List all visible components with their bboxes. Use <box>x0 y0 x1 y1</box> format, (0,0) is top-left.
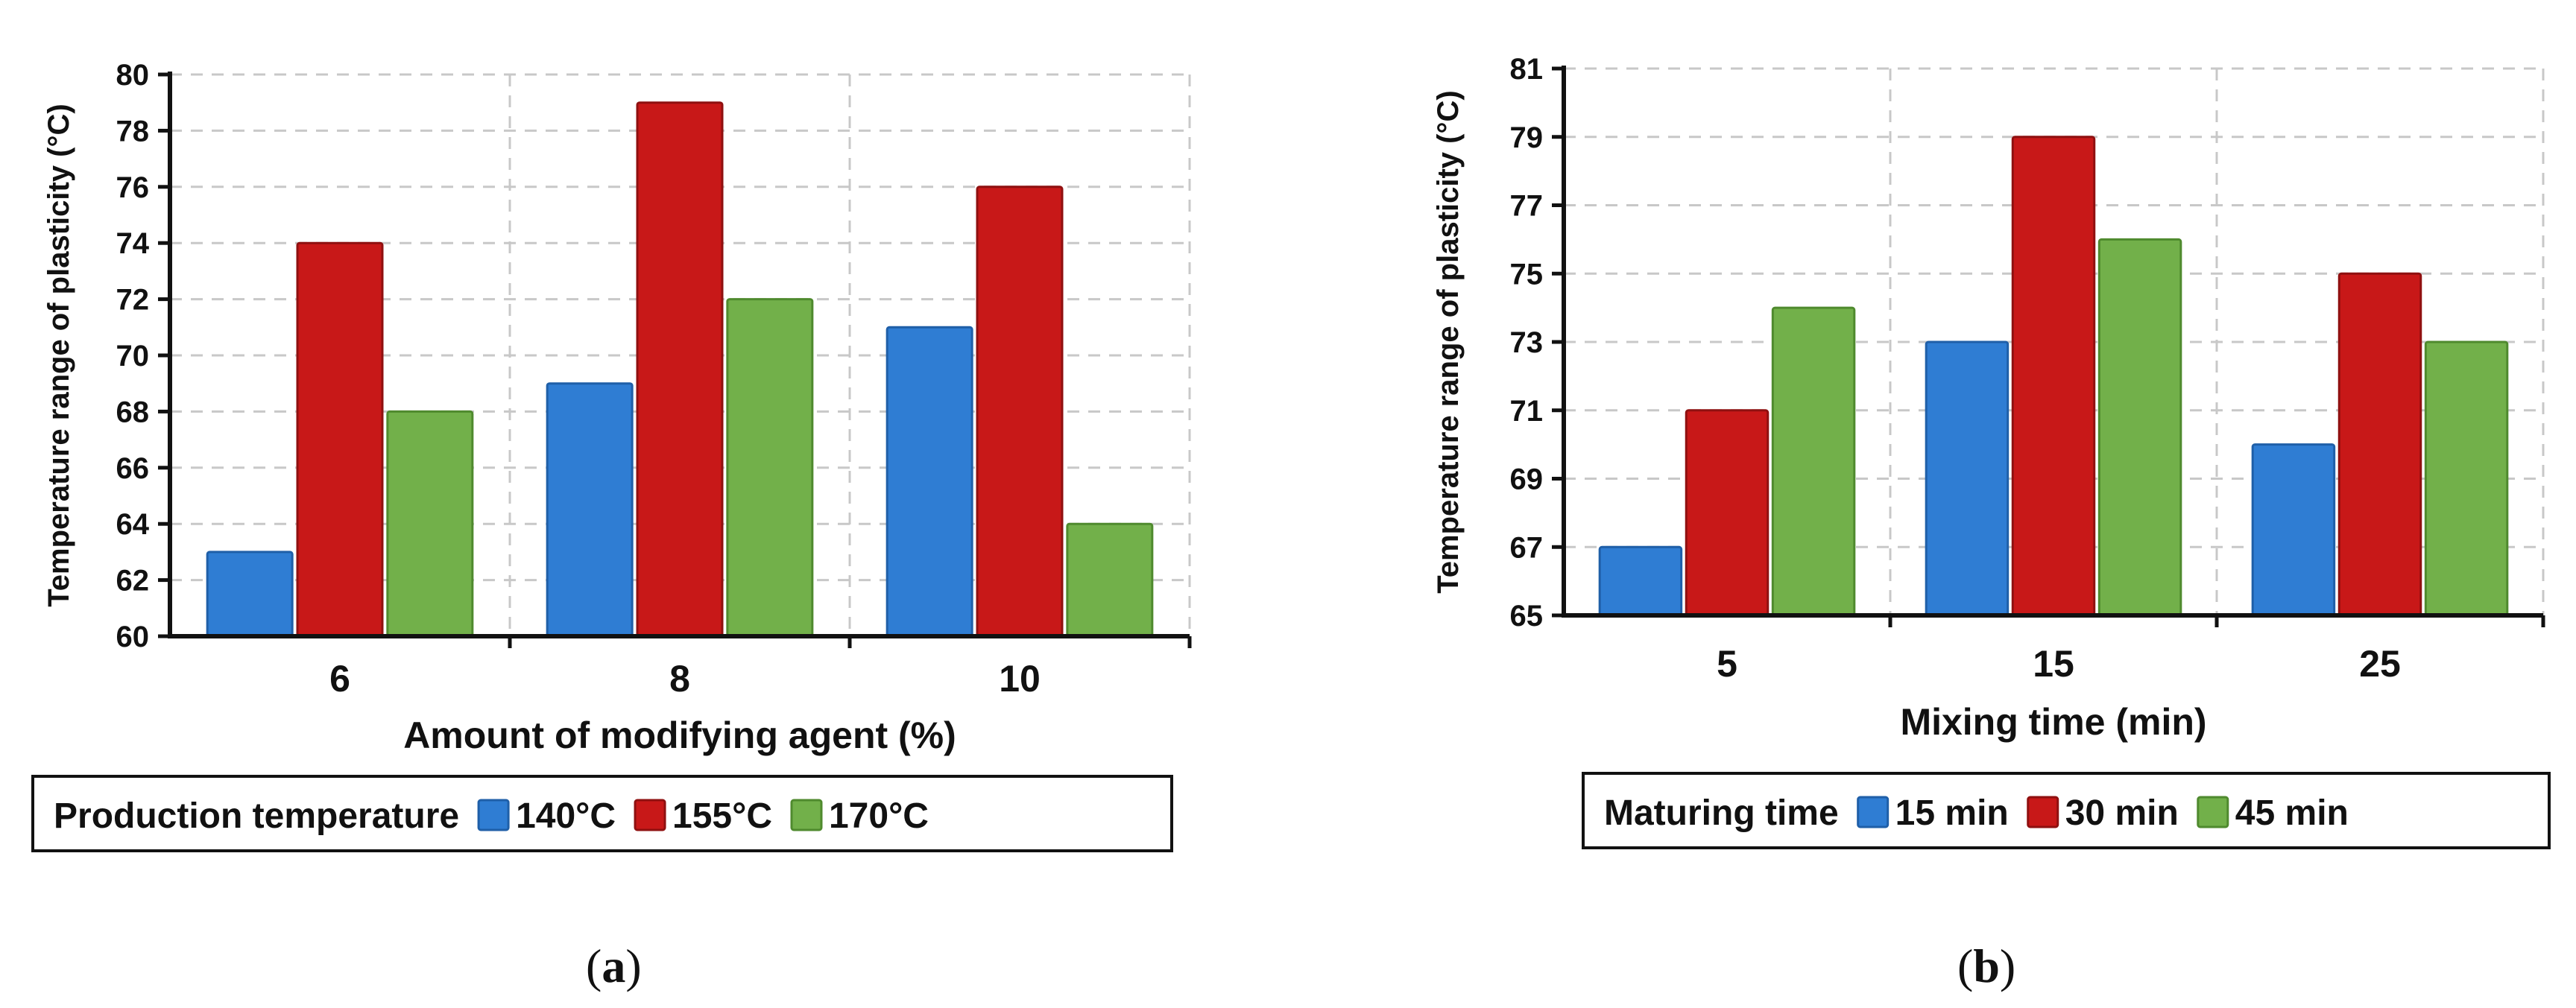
category-label-a-8: 8 <box>669 658 690 700</box>
bar-b-5-2 <box>1772 308 1854 615</box>
bar-a-8-0 <box>547 384 632 636</box>
legend-swatch-a-0 <box>479 800 508 830</box>
bar-b-15-1 <box>2012 137 2094 615</box>
bar-b-25-1 <box>2339 273 2421 615</box>
category-label-a-6: 6 <box>329 658 350 700</box>
category-label-a-10: 10 <box>999 658 1041 700</box>
bar-a-6-1 <box>297 243 382 636</box>
y-axis-title-a: Temperature range of plasticity (°C) <box>42 104 75 606</box>
ytick-label-a-60: 60 <box>116 621 150 653</box>
caption-b-label: b <box>1973 939 2000 992</box>
legend-swatch-a-2 <box>792 800 821 830</box>
bar-b-5-0 <box>1600 547 1682 615</box>
legend-label-b-1: 30 min <box>2065 793 2179 833</box>
ytick-label-a-80: 80 <box>116 59 150 92</box>
caption-b-open: ( <box>1957 939 1973 992</box>
caption-a-open: ( <box>586 939 602 992</box>
category-label-b-25: 25 <box>2359 643 2401 685</box>
ytick-label-b-77: 77 <box>1510 190 1544 223</box>
legend-title-a: Production temperature <box>54 796 459 836</box>
bar-a-8-1 <box>637 103 722 636</box>
ytick-label-b-79: 79 <box>1510 121 1544 154</box>
ytick-label-b-75: 75 <box>1510 258 1544 291</box>
ytick-label-b-65: 65 <box>1510 600 1544 633</box>
chart-b: 65 67 69 71 73 75 77 79 81 5 15 25 Temperature range… <box>1432 53 2549 848</box>
bar-a-8-2 <box>727 299 812 636</box>
legend-swatch-b-2 <box>2198 797 2228 827</box>
bar-b-25-2 <box>2425 342 2507 615</box>
caption-b-close: ) <box>2000 939 2015 992</box>
caption-b: (b) <box>1957 939 2015 994</box>
legend-b: Maturing time 15 min 30 min 45 min <box>1583 773 2549 848</box>
category-label-b-15: 15 <box>2033 643 2074 685</box>
bar-b-25-0 <box>2253 445 2334 615</box>
ytick-label-a-62: 62 <box>116 565 150 597</box>
ytick-label-b-67: 67 <box>1510 531 1544 564</box>
bar-b-15-0 <box>1926 342 2008 615</box>
x-axis-title-b: Mixing time (min) <box>1900 701 2206 743</box>
legend-swatch-a-1 <box>635 800 665 830</box>
legend-label-b-2: 45 min <box>2235 793 2349 833</box>
ytick-label-b-71: 71 <box>1510 395 1544 428</box>
ytick-label-a-78: 78 <box>116 115 150 148</box>
ytick-label-a-64: 64 <box>116 508 150 541</box>
legend-swatch-b-0 <box>1858 797 1888 827</box>
ytick-label-a-70: 70 <box>116 340 150 373</box>
ytick-label-a-74: 74 <box>116 227 150 260</box>
legend-label-b-0: 15 min <box>1895 793 2009 833</box>
bar-a-10-2 <box>1067 524 1152 636</box>
category-label-b-5: 5 <box>1717 643 1737 685</box>
caption-a: (a) <box>586 939 642 994</box>
bar-a-6-0 <box>207 552 292 636</box>
legend-label-a-0: 140°C <box>516 796 616 836</box>
ytick-label-b-81: 81 <box>1510 53 1544 86</box>
ytick-label-a-76: 76 <box>116 171 150 204</box>
x-axis-title-a: Amount of modifying agent (%) <box>403 714 956 756</box>
bar-a-10-1 <box>977 187 1062 636</box>
legend-title-b: Maturing time <box>1604 793 1839 833</box>
legend-a: Production temperature 140°C 155°C 170°C <box>33 776 1172 851</box>
y-axis-title-b: Temperature range of plasticity (°C) <box>1432 90 1465 593</box>
figure-canvas: 60626466687072747678806 8 10Temperature ra… <box>0 0 2576 1008</box>
caption-a-label: a <box>602 939 625 992</box>
ytick-label-a-72: 72 <box>116 284 150 317</box>
legend-label-a-1: 155°C <box>672 796 772 836</box>
caption-a-close: ) <box>625 939 641 992</box>
ytick-label-b-73: 73 <box>1510 326 1544 359</box>
bar-b-5-1 <box>1686 411 1768 615</box>
bar-b-15-2 <box>2099 239 2181 615</box>
ytick-label-a-68: 68 <box>116 396 150 428</box>
legend-swatch-b-1 <box>2028 797 2058 827</box>
bar-a-10-0 <box>887 327 972 636</box>
ytick-label-b-69: 69 <box>1510 463 1544 496</box>
bar-a-6-2 <box>388 411 473 636</box>
legend-label-a-2: 170°C <box>829 796 929 836</box>
ytick-label-a-66: 66 <box>116 452 150 485</box>
